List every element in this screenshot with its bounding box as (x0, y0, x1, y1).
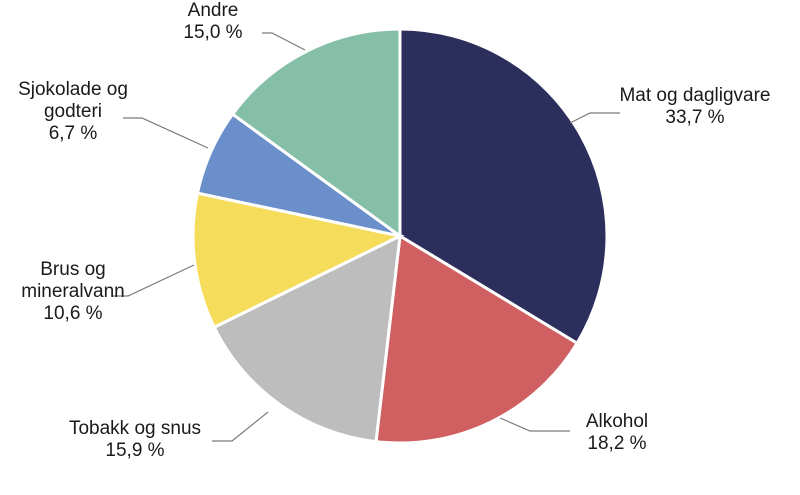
slice-value-label: 15,9 % (105, 440, 164, 461)
slice-name-label: Andre (188, 0, 239, 21)
slice-value-label: 33,7 % (665, 107, 724, 128)
slice-name-label: Sjokolade og (18, 79, 128, 100)
slice-name-label: Tobakk og snus (69, 418, 201, 439)
slice-value-label: 6,7 % (49, 123, 98, 144)
slice-name-label: Brus og (40, 259, 105, 280)
slice-name-label: Mat og dagligvare (619, 85, 770, 106)
leader-line-5 (123, 117, 209, 149)
slice-name-label: godteri (44, 101, 102, 122)
pie-slice-3 (212, 233, 402, 444)
leader-line-2 (499, 417, 570, 432)
leader-line-3 (212, 411, 269, 442)
slice-value-label: 15,0 % (183, 22, 242, 43)
pie-slice-2 (374, 233, 580, 445)
pie-slice-1 (398, 27, 609, 346)
slice-value-label: 10,6 % (43, 303, 102, 324)
slice-label-2: Alkohol 18,2 % (586, 411, 648, 454)
pie-slice-4 (191, 191, 405, 330)
slice-label-1: Mat og dagligvare 33,7 % (619, 85, 770, 128)
leader-line-1 (569, 112, 620, 124)
leader-line-6 (262, 32, 306, 51)
slice-label-5: Sjokolade og godteri 6,7 % (18, 79, 128, 144)
slice-name-label: Alkohol (586, 411, 648, 432)
pie-slices (191, 27, 609, 445)
slice-labels: Mat og dagligvare 33,7 % Alkohol 18,2 % Toba… (18, 0, 770, 461)
leader-line-4 (112, 264, 195, 297)
slice-name-label: mineralvann (21, 281, 125, 302)
pie-slice-6 (230, 27, 402, 239)
slice-value-label: 18,2 % (587, 433, 646, 454)
slice-label-3: Tobakk og snus 15,9 % (69, 418, 201, 461)
slice-label-4: Brus og mineralvann 10,6 % (21, 259, 125, 324)
slice-label-6: Andre 15,0 % (183, 0, 242, 43)
leader-lines (112, 32, 620, 442)
